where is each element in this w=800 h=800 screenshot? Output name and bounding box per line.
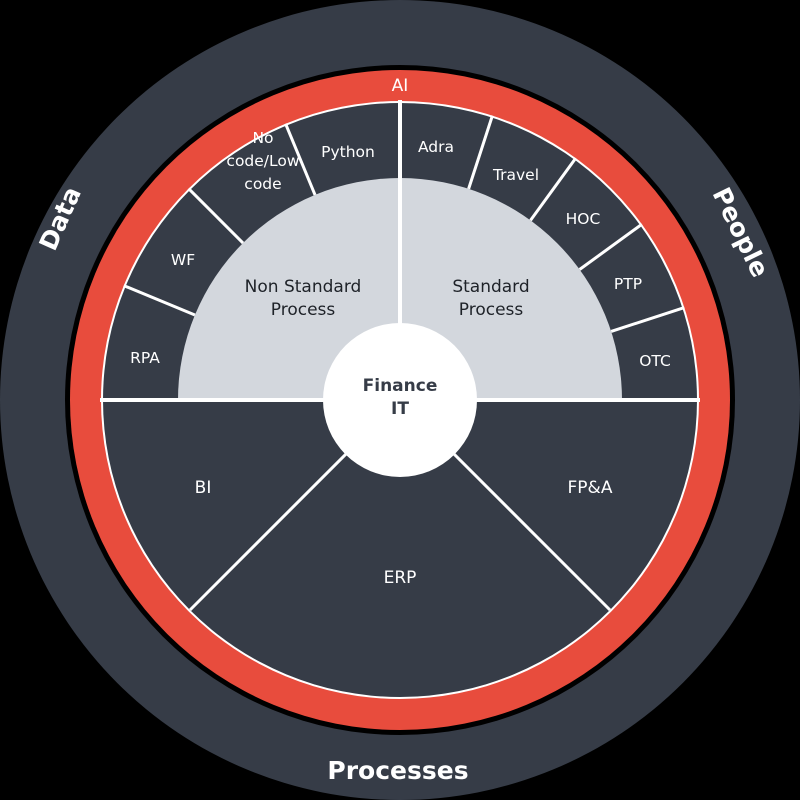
segment-divider	[467, 115, 494, 190]
segment-label-rpa: RPA	[130, 349, 160, 367]
segment-divider	[578, 223, 643, 271]
segment-label-no: code	[244, 175, 281, 193]
standard-process-label-2: Process	[459, 300, 524, 320]
fpa-label: FP&A	[568, 478, 613, 498]
segment-divider	[187, 187, 245, 245]
bi-label: BI	[195, 478, 212, 498]
segment-divider	[610, 306, 685, 333]
center-label-1: Finance	[363, 376, 438, 396]
erp-label: ERP	[384, 568, 417, 588]
segment-label-travel: Travel	[492, 166, 539, 184]
segment-divider	[529, 157, 577, 222]
non-standard-process-label-2: Process	[271, 300, 336, 320]
segment-label-otc: OTC	[639, 352, 671, 370]
segment-label-wf: WF	[171, 251, 195, 269]
segment-label-python: Python	[321, 143, 375, 161]
center-label-2: IT	[391, 399, 409, 419]
segment-label-adra: Adra	[418, 138, 454, 156]
segment-divider	[284, 123, 317, 196]
segment-label-ptp: PTP	[614, 275, 642, 293]
segment-label-hoc: HOC	[566, 210, 601, 228]
center-circle	[323, 323, 477, 477]
segment-label-no: code/Low	[226, 152, 299, 170]
standard-process-label-1: Standard	[452, 277, 529, 297]
processes-label: Processes	[327, 756, 468, 785]
segment-divider	[123, 284, 196, 317]
non-standard-process-label-1: Non Standard	[245, 277, 362, 297]
ai-label: AI	[392, 76, 409, 96]
segment-label-no: No	[252, 129, 273, 147]
